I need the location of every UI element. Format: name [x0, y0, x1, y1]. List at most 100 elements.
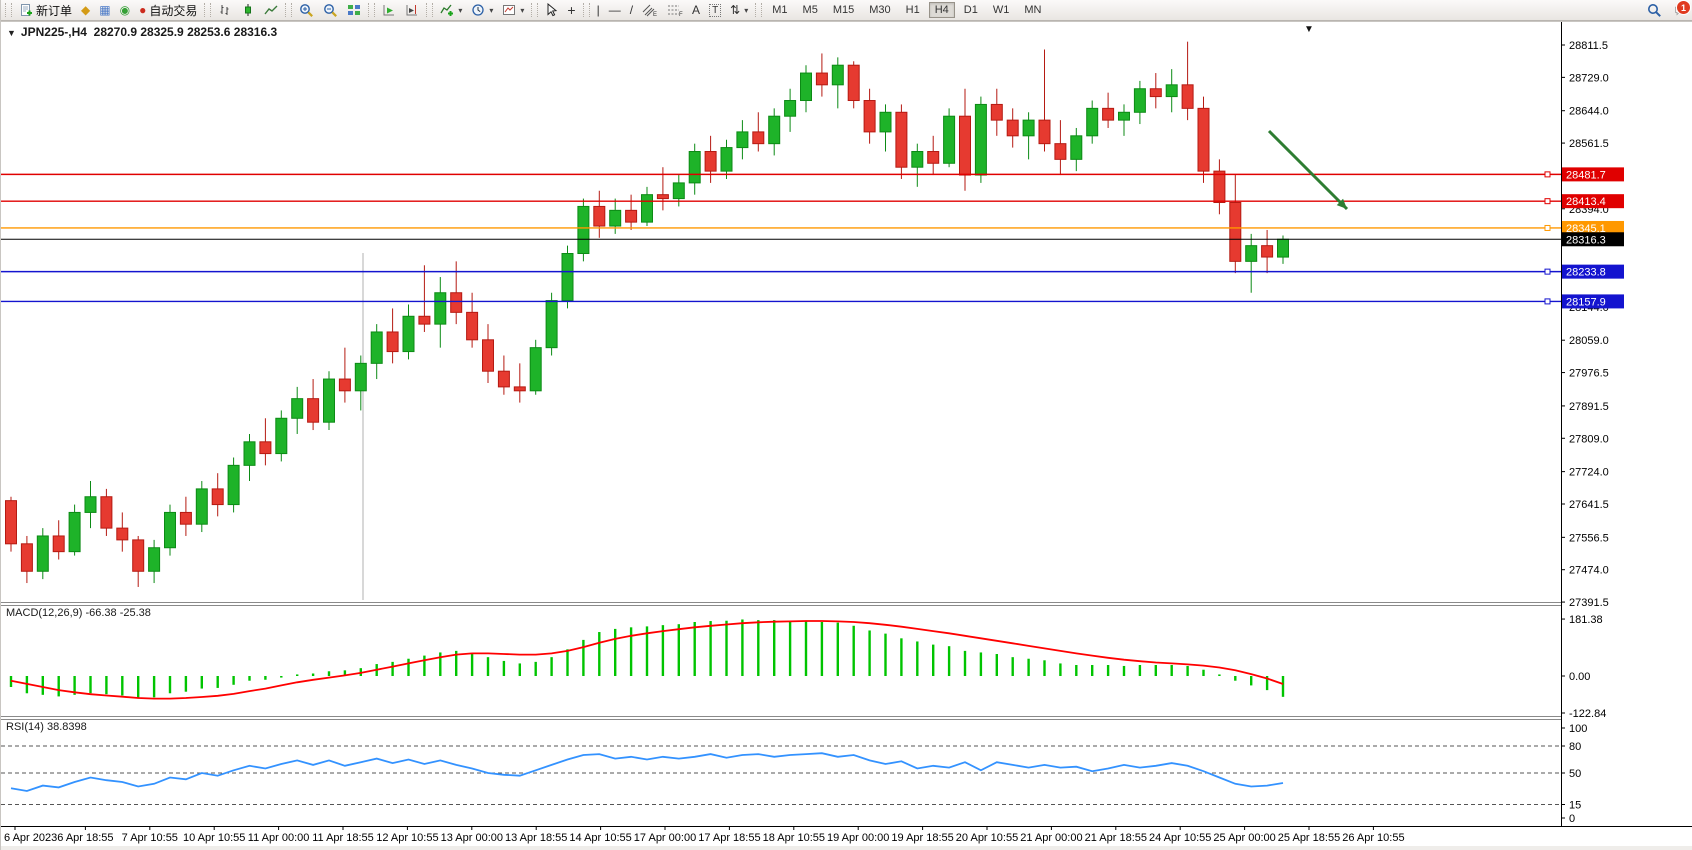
market-watch-icon: ◆	[81, 3, 91, 17]
svg-text:28811.5: 28811.5	[1569, 40, 1608, 52]
crosshair-button[interactable]: +	[563, 1, 579, 19]
arrows-icon: ⇅	[730, 3, 741, 17]
svg-text:18 Apr 10:55: 18 Apr 10:55	[763, 832, 825, 844]
svg-text:181.38: 181.38	[1569, 614, 1603, 626]
indicators-button[interactable]: ▾	[436, 1, 466, 19]
tile-windows-button[interactable]	[343, 1, 365, 19]
chart-title-dropdown-icon[interactable]: ▼	[7, 28, 16, 38]
svg-text:F: F	[679, 12, 683, 17]
svg-text:12 Apr 10:55: 12 Apr 10:55	[376, 832, 438, 844]
svg-text:11 Apr 18:55: 11 Apr 18:55	[312, 832, 374, 844]
timeframe-m30[interactable]: M30	[869, 4, 891, 16]
auto-trading-label: 自动交易	[149, 3, 198, 18]
auto-scroll-button[interactable]	[378, 1, 400, 19]
window-bottom-edge	[1, 846, 1692, 850]
svg-text:27556.5: 27556.5	[1569, 532, 1609, 544]
svg-text:50: 50	[1569, 768, 1581, 780]
timeframe-w1[interactable]: W1	[992, 4, 1010, 16]
zoom-in-icon	[300, 3, 314, 17]
auto-trading-button[interactable]: ● 自动交易	[135, 1, 201, 19]
svg-text:11 Apr 00:00: 11 Apr 00:00	[248, 832, 310, 844]
timeframe-m5[interactable]: M5	[802, 4, 818, 16]
signals-button[interactable]: ◉	[116, 1, 134, 19]
line-chart-icon	[264, 5, 278, 15]
zoom-in-button[interactable]	[295, 1, 318, 19]
timeframe-h4[interactable]: H4	[928, 2, 955, 18]
zoom-out-button[interactable]	[319, 1, 342, 19]
svg-text:E: E	[653, 12, 657, 17]
market-watch-button[interactable]: ◆	[77, 1, 94, 19]
vertical-line-tool-button[interactable]: |	[593, 1, 604, 19]
fibonacci-tool-button[interactable]: F	[663, 1, 687, 19]
cursor-button[interactable]	[541, 1, 562, 19]
toolbar-grip	[426, 3, 434, 17]
arrows-tool-button[interactable]: ⇅ ▾	[726, 1, 752, 19]
svg-text:26 Apr 10:55: 26 Apr 10:55	[1342, 832, 1404, 844]
chart-ohlc-label: 28270.9 28325.9 28253.6 28316.3	[93, 25, 278, 39]
search-button[interactable]	[1643, 1, 1666, 19]
new-order-button[interactable]: 新订单	[15, 1, 76, 19]
chart-shift-button[interactable]	[401, 1, 423, 19]
svg-text:28059.0: 28059.0	[1569, 335, 1609, 347]
periods-caret-icon: ▾	[489, 5, 494, 15]
text-label-tool-button[interactable]: T	[705, 1, 725, 19]
svg-text:21 Apr 00:00: 21 Apr 00:00	[1020, 832, 1082, 844]
toolbar-grip	[285, 3, 293, 17]
text-label-icon: T	[709, 3, 722, 17]
timeframe-d1[interactable]: D1	[963, 4, 978, 16]
periods-button[interactable]: ▾	[467, 1, 497, 19]
horizontal-line-icon: —	[608, 3, 621, 17]
svg-text:19 Apr 00:00: 19 Apr 00:00	[827, 832, 889, 844]
candlestick-chart-button[interactable]	[237, 1, 259, 19]
svg-text:25 Apr 18:55: 25 Apr 18:55	[1278, 832, 1340, 844]
navigator-button[interactable]: ▦	[95, 1, 114, 19]
timeframe-h1[interactable]: H1	[905, 4, 920, 16]
line-chart-button[interactable]	[260, 1, 282, 19]
svg-text:28729.0: 28729.0	[1569, 72, 1609, 84]
horizontal-line-tool-button[interactable]: —	[605, 1, 625, 19]
rsi-indicator-label: RSI(14) 38.8398	[6, 721, 87, 733]
svg-text:27809.0: 27809.0	[1569, 433, 1609, 445]
bar-chart-button[interactable]	[214, 1, 236, 19]
toolbar-grip	[368, 3, 376, 17]
vertical-line-icon: |	[596, 3, 600, 17]
svg-text:17 Apr 18:55: 17 Apr 18:55	[698, 832, 760, 844]
svg-text:13 Apr 18:55: 13 Apr 18:55	[505, 832, 567, 844]
equidistant-channel-icon: E	[642, 4, 657, 17]
toolbar-grip	[5, 3, 12, 17]
indicators-icon	[440, 4, 454, 16]
chart-menu-arrow-icon[interactable]: ▼	[1304, 24, 1314, 35]
indicators-caret-icon: ▾	[458, 5, 463, 15]
svg-text:15: 15	[1569, 800, 1581, 812]
templates-button[interactable]: ▾	[498, 1, 528, 19]
text-icon: A	[692, 3, 701, 17]
svg-text:27724.0: 27724.0	[1569, 467, 1609, 479]
new-order-label: 新订单	[36, 3, 73, 18]
new-order-icon	[21, 4, 32, 16]
channel-tool-button[interactable]: E	[638, 1, 662, 19]
timeframe-m1[interactable]: M1	[772, 4, 788, 16]
auto-scroll-icon	[383, 5, 395, 16]
svg-text:80: 80	[1569, 741, 1581, 753]
svg-text:28233.8: 28233.8	[1566, 267, 1606, 279]
timeframe-m15[interactable]: M15	[832, 4, 855, 16]
svg-text:6 Apr 18:55: 6 Apr 18:55	[57, 832, 113, 844]
svg-text:27641.5: 27641.5	[1569, 499, 1609, 511]
svg-text:28316.3: 28316.3	[1566, 234, 1606, 246]
toolbar-grip	[531, 3, 539, 17]
fibonacci-icon: F	[668, 5, 683, 17]
text-tool-button[interactable]: A	[688, 1, 704, 19]
notifications-button[interactable]: 1	[1670, 0, 1691, 19]
trendline-tool-button[interactable]: /	[626, 1, 637, 19]
templates-icon	[503, 5, 516, 15]
crosshair-icon: +	[567, 2, 576, 18]
svg-text:-122.84: -122.84	[1569, 708, 1606, 720]
tile-windows-icon	[348, 5, 361, 15]
main-toolbar: 新订单 ◆ ▦ ◉ ● 自动交易	[1, 0, 1692, 21]
macd-indicator-label: MACD(12,26,9) -66.38 -25.38	[6, 607, 151, 619]
svg-text:10 Apr 10:55: 10 Apr 10:55	[183, 832, 245, 844]
timeframe-mn[interactable]: MN	[1024, 4, 1042, 16]
svg-text:24 Apr 10:55: 24 Apr 10:55	[1149, 832, 1211, 844]
